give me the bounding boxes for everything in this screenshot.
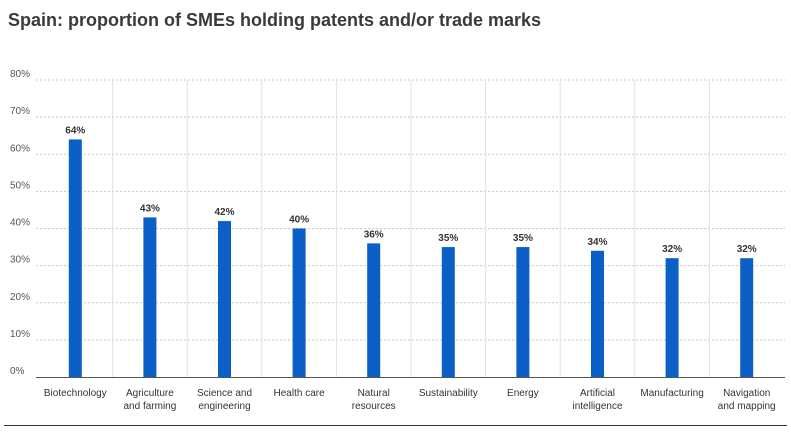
value-label: 42% [214, 207, 234, 218]
category-label: Artificial [580, 388, 615, 399]
bar [143, 217, 157, 377]
category-label: Biotechnology [44, 388, 107, 399]
bar [591, 250, 604, 377]
gridlines [36, 79, 785, 341]
category-label: and mapping [718, 401, 776, 412]
category-label: Sustainability [419, 388, 478, 399]
y-tick-label: 20% [10, 292, 30, 303]
category-label: Health care [274, 388, 326, 399]
bar [218, 221, 231, 377]
chart-title: Spain: proportion of SMEs holding patent… [8, 10, 542, 30]
category-label: Energy [507, 388, 539, 399]
value-label: 34% [587, 237, 607, 248]
category-label: intelligence [572, 401, 622, 412]
y-tick-label: 10% [10, 329, 30, 340]
y-tick-label: 70% [10, 106, 30, 117]
x-axis-category-labels: Biotechnology Agriculture and farming Scien… [44, 388, 776, 412]
value-label: 35% [438, 233, 458, 244]
category-label: Natural [358, 388, 390, 399]
value-label: 35% [513, 233, 533, 244]
bar [441, 247, 455, 377]
category-label: Science and [197, 388, 252, 399]
value-label: 32% [737, 244, 757, 255]
y-tick-label: 0% [10, 366, 25, 377]
y-axis-tick-labels: 0% 10% 20% 30% 40% 50% 60% 70% 80% [10, 69, 30, 377]
bar [665, 258, 679, 377]
bar [516, 247, 530, 377]
bars [68, 139, 754, 377]
value-label: 64% [65, 125, 85, 136]
y-tick-label: 30% [10, 255, 30, 266]
category-label: Agriculture [126, 388, 174, 399]
category-label: and farming [123, 401, 176, 412]
category-label: Navigation [723, 388, 770, 399]
y-tick-label: 60% [10, 143, 30, 154]
value-label: 40% [289, 215, 309, 226]
bar [740, 258, 754, 377]
y-tick-label: 40% [10, 218, 30, 229]
y-tick-label: 50% [10, 180, 30, 191]
value-label: 36% [364, 229, 384, 240]
value-labels: 64% 43% 42% 40% 36% 35% 35% 34% 32% 32% [65, 125, 757, 255]
bar [68, 139, 82, 377]
category-label: resources [352, 401, 396, 412]
bar [367, 243, 381, 377]
value-label: 43% [140, 203, 160, 214]
category-separators [112, 80, 710, 377]
category-label: engineering [198, 401, 250, 412]
category-label: Manufacturing [640, 388, 703, 399]
y-tick-label: 80% [10, 69, 30, 80]
value-label: 32% [662, 244, 682, 255]
bar [292, 228, 306, 377]
